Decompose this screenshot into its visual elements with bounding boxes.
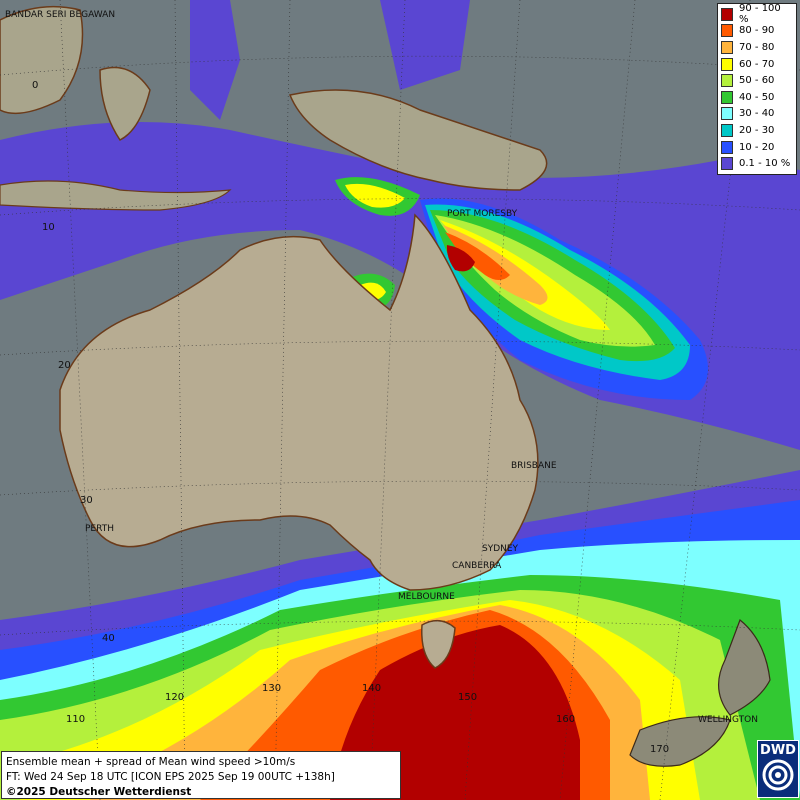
legend-row: 80 - 90 — [721, 23, 793, 40]
legend-label: 30 - 40 — [739, 108, 775, 120]
city-canberra: CANBERRA — [452, 561, 502, 571]
caption-forecast-time: FT: Wed 24 Sep 18 UTC [ICON EPS 2025 Sep… — [6, 771, 335, 783]
caption-box: Ensemble mean + spread of Mean wind spee… — [1, 751, 401, 799]
legend: 90 - 100 % 80 - 90 70 - 80 60 - 70 50 - … — [717, 3, 797, 175]
swirl-icon — [762, 759, 794, 791]
legend-row: 50 - 60 — [721, 72, 793, 89]
legend-row: 10 - 20 — [721, 139, 793, 156]
lon-label-160: 160 — [556, 714, 575, 725]
legend-label: 20 - 30 — [739, 124, 775, 136]
legend-row: 20 - 30 — [721, 122, 793, 139]
australia-land — [59, 213, 539, 591]
legend-swatch — [721, 123, 733, 137]
legend-swatch — [721, 7, 733, 21]
lat-label-40: 40 — [102, 633, 115, 644]
legend-row: 30 - 40 — [721, 106, 793, 123]
city-brisbane: BRISBANE — [511, 461, 557, 471]
legend-label: 50 - 60 — [739, 75, 775, 87]
city-bandar-seri-begawan: BANDAR SERI BEGAWAN — [5, 10, 115, 20]
legend-row: 0.1 - 10 % — [721, 155, 793, 172]
lat-label-0: 0 — [32, 80, 38, 91]
legend-label: 40 - 50 — [739, 91, 775, 103]
lon-label-130: 130 — [262, 683, 281, 694]
city-sydney: SYDNEY — [482, 544, 519, 554]
legend-row: 40 - 50 — [721, 89, 793, 106]
legend-row: 60 - 70 — [721, 56, 793, 73]
legend-swatch — [721, 40, 733, 54]
city-wellington: WELLINGTON — [698, 715, 758, 725]
legend-swatch — [721, 157, 733, 171]
caption-title: Ensemble mean + spread of Mean wind spee… — [6, 756, 296, 768]
legend-label: 60 - 70 — [739, 58, 775, 70]
lon-label-110: 110 — [66, 714, 85, 725]
dwd-logo: DWD — [757, 740, 799, 798]
legend-label: 90 - 100 % — [739, 3, 781, 26]
city-port-moresby: PORT MORESBY — [447, 209, 518, 219]
lon-label-170: 170 — [650, 744, 669, 755]
legend-swatch — [721, 24, 733, 38]
legend-swatch — [721, 74, 733, 88]
legend-swatch — [721, 90, 733, 104]
legend-label: 70 - 80 — [739, 41, 775, 53]
lon-label-140: 140 — [362, 683, 381, 694]
caption-copyright: ©2025 Deutscher Wetterdienst — [6, 786, 192, 798]
legend-label: 80 - 90 — [739, 25, 775, 37]
legend-swatch — [721, 107, 733, 121]
lat-label-10: 10 — [42, 222, 55, 233]
legend-row: 90 - 100 % — [721, 3, 793, 26]
lat-label-20: 20 — [58, 360, 71, 371]
legend-swatch — [721, 57, 733, 71]
lat-label-30: 30 — [80, 495, 93, 506]
legend-row: 70 - 80 — [721, 39, 793, 56]
dwd-logo-text: DWD — [760, 743, 796, 758]
city-perth: PERTH — [85, 524, 114, 534]
city-melbourne: MELBOURNE — [398, 592, 455, 602]
legend-label: 0.1 - 10 % — [739, 158, 791, 170]
legend-label: 10 - 20 — [739, 141, 775, 153]
lon-label-120: 120 — [165, 692, 184, 703]
legend-swatch — [721, 140, 733, 154]
lon-label-150: 150 — [458, 692, 477, 703]
